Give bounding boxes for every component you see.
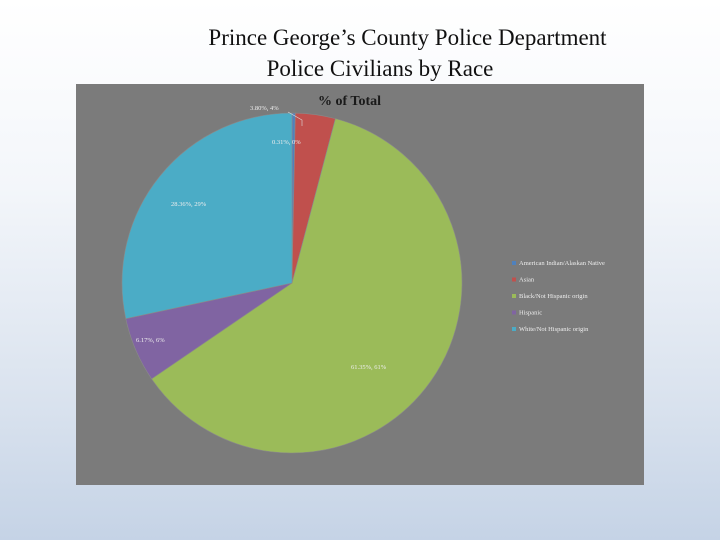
data-label-hispanic: 6.17%, 6%: [136, 337, 165, 344]
legend-label-american-indian-alaskan-native: American Indian/Alaskan Native: [519, 260, 605, 267]
leader-line: [287, 111, 303, 126]
data-label-white-not-hispanic-origin: 28.36%, 29%: [171, 201, 207, 208]
legend-label-hispanic: Hispanic: [519, 310, 542, 317]
pie-chart: % of Total 0.31%, 0% 3.80%, 4% 61.35%, 61%…: [121, 94, 605, 454]
legend-label-white-not-hispanic-origin: White/Not Hispanic origin: [519, 326, 589, 333]
pie-slice-black-not-hispanic-origin: [151, 118, 463, 454]
legend-swatch-black-not-hispanic-origin: [512, 294, 516, 298]
data-label-asian: 3.80%, 4%: [250, 105, 279, 112]
data-labels: 0.31%, 0% 3.80%, 4% 61.35%, 61% 6.17%, 6% 28…: [136, 105, 387, 371]
slide-title: Prince George’s County Police Department…: [0, 22, 720, 84]
legend-label-black-not-hispanic-origin: Black/Not Hispanic origin: [519, 293, 588, 300]
legend-swatch-white-not-hispanic-origin: [512, 327, 516, 331]
legend-swatch-hispanic: [512, 310, 516, 315]
legend-swatch-american-indian-alaskan-native: [512, 261, 516, 265]
chart-panel: % of Total 0.31%, 0% 3.80%, 4% 61.35%, 61%…: [76, 84, 644, 485]
legend-label-asian: Asian: [519, 277, 535, 284]
data-label-black-not-hispanic-origin: 61.35%, 61%: [351, 364, 387, 371]
legend-swatch-asian: [512, 277, 516, 282]
pie-slice-white-not-hispanic-origin: [121, 112, 293, 320]
slide-title-line2: Police Civilians by Race: [266, 56, 494, 81]
data-label-american-indian-alaskan-native: 0.31%, 0%: [272, 139, 301, 146]
legend: American Indian/Alaskan Native Asian Black…: [512, 260, 605, 333]
pie-slices: [121, 112, 463, 454]
chart-title: % of Total: [318, 94, 381, 109]
slide-title-line1: Prince George’s County Police Department: [208, 25, 607, 50]
